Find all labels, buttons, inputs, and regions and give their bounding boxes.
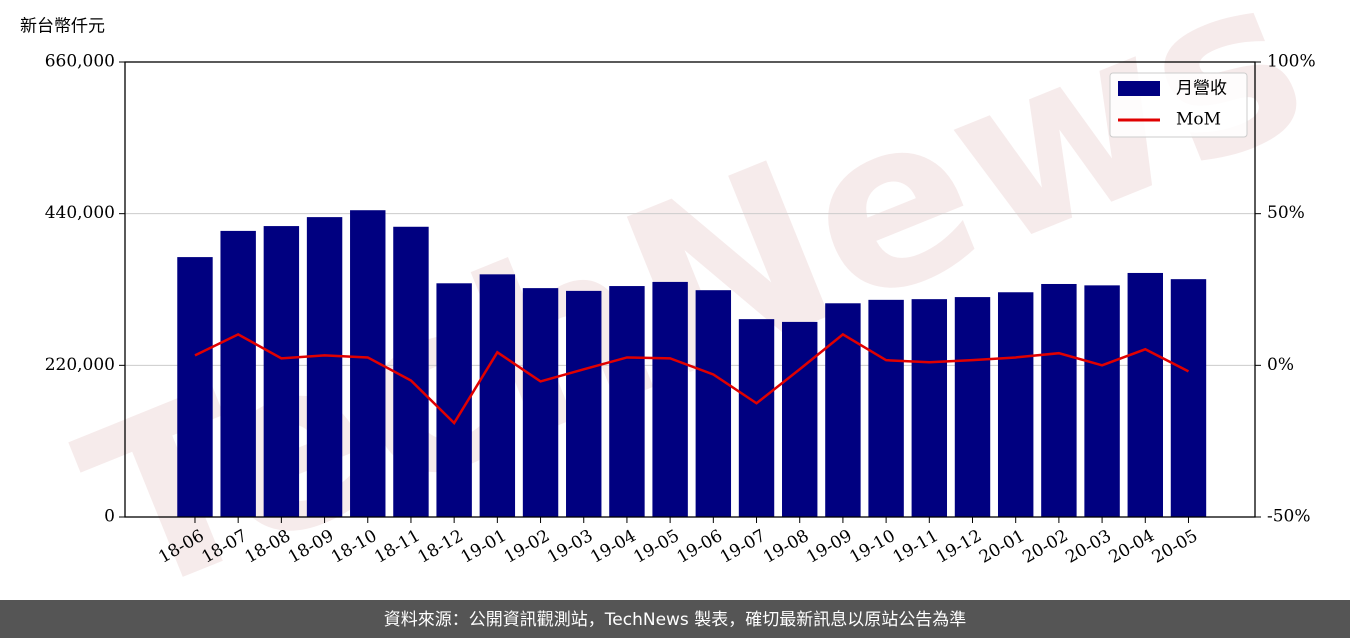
bar [479, 274, 516, 517]
x-tick-label: 20-03 [1062, 526, 1114, 568]
legend-label: MoM [1176, 110, 1221, 130]
y2-tick-label: 50% [1267, 203, 1305, 223]
bar [263, 226, 300, 518]
x-tick-label: 19-04 [587, 526, 639, 568]
bar [1170, 279, 1207, 517]
y-tick-label: 220,000 [45, 355, 115, 375]
x-tick-label: 19-01 [458, 526, 510, 568]
x-tick-label: 19-05 [630, 526, 682, 568]
bar [436, 283, 472, 517]
x-tick-label: 19-09 [803, 526, 855, 568]
bar [393, 226, 429, 518]
x-tick-label: 19-11 [890, 526, 942, 568]
y2-tick-label: -50% [1267, 507, 1311, 527]
bar [997, 292, 1034, 517]
bar [652, 281, 688, 517]
bar [911, 299, 948, 517]
x-tick-label: 19-12 [933, 526, 985, 568]
x-tick-label: 20-05 [1149, 526, 1201, 568]
bar [177, 257, 213, 517]
y2-tick-label: 100% [1267, 52, 1316, 72]
x-tick-label: 19-02 [501, 526, 553, 568]
bar [868, 299, 904, 517]
footer-bar [0, 600, 1350, 638]
y-tick-label: 0 [104, 507, 115, 527]
x-tick-label: 20-01 [976, 526, 1028, 568]
x-tick-label: 20-04 [1106, 526, 1158, 568]
line [194, 332, 1190, 425]
y-tick-label: 660,000 [45, 52, 115, 72]
bar [825, 303, 861, 517]
x-tick-label: 19-03 [544, 526, 596, 568]
x-tick-label: 19-06 [674, 526, 726, 568]
x-tick-label: 19-08 [760, 526, 812, 568]
x-tick-label: 19-07 [717, 526, 769, 568]
footer: 資料來源：公開資訊觀測站，TechNews 製表，確切最新訊息以原站公告為準 [384, 610, 966, 630]
bar [566, 290, 602, 517]
bar [738, 319, 775, 517]
bar [954, 297, 991, 517]
bar [1127, 272, 1163, 517]
bar [522, 288, 559, 517]
bar [609, 286, 645, 517]
y2-tick-label: 0% [1267, 355, 1294, 375]
x-tick-label: 20-02 [1019, 526, 1071, 568]
plot-frame [124, 61, 1256, 518]
x-tick-label: 19-10 [846, 526, 898, 568]
bar [306, 217, 343, 517]
legend-label: 月營收 [1176, 79, 1227, 99]
bar [1084, 285, 1120, 517]
bar [695, 290, 732, 517]
y-tick-label: 440,000 [45, 203, 115, 223]
bar [782, 321, 818, 517]
bar [1041, 283, 1077, 517]
y-axis-label: 新台幣仟元 [20, 17, 105, 37]
legend-swatch [1118, 81, 1160, 96]
bar [220, 230, 256, 517]
